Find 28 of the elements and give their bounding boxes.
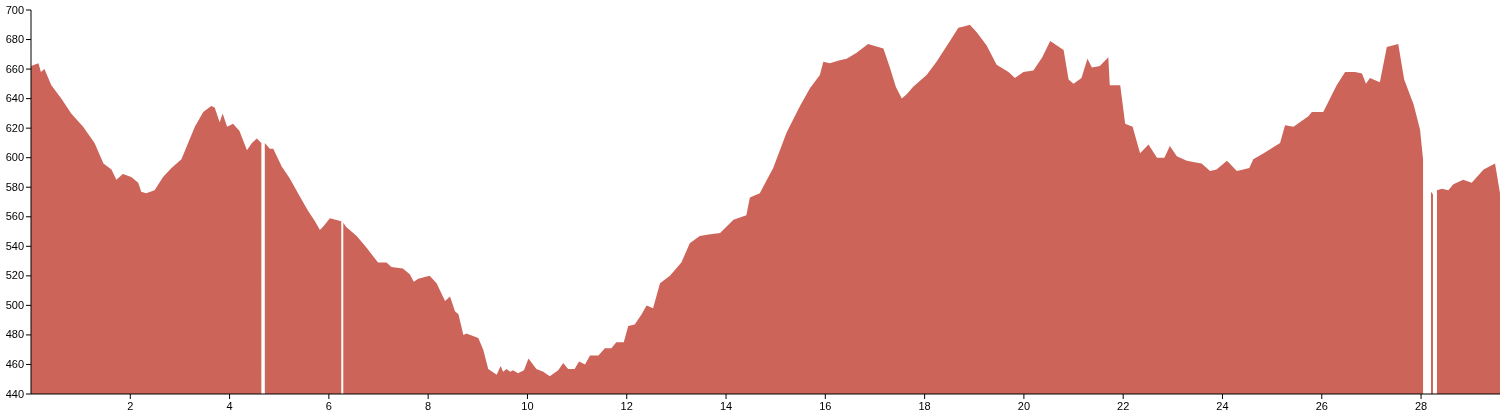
x-tick-label: 14 bbox=[719, 400, 733, 412]
x-tick-label: 20 bbox=[1017, 400, 1031, 412]
x-tick-label: 2 bbox=[127, 400, 134, 412]
y-tick-label: 600 bbox=[5, 151, 24, 164]
y-tick-label: 560 bbox=[5, 210, 24, 223]
x-tick-label: 10 bbox=[521, 400, 534, 412]
x-tick-label: 26 bbox=[1315, 400, 1328, 412]
x-tick-label: 8 bbox=[425, 400, 432, 412]
x-tick-label: 28 bbox=[1414, 400, 1428, 412]
x-tick-label: 18 bbox=[918, 400, 931, 412]
y-tick-label: 520 bbox=[5, 269, 24, 282]
x-tick-label: 16 bbox=[819, 400, 832, 412]
y-tick-label: 680 bbox=[5, 33, 24, 46]
y-tick-label: 640 bbox=[5, 92, 24, 105]
y-tick-label: 500 bbox=[5, 298, 24, 311]
y-tick-label: 440 bbox=[5, 387, 24, 400]
y-tick-label: 700 bbox=[5, 3, 24, 16]
y-tick-label: 620 bbox=[5, 121, 24, 134]
y-tick-label: 660 bbox=[5, 62, 24, 75]
x-tick-label: 4 bbox=[226, 400, 233, 412]
x-tick-label: 22 bbox=[1117, 400, 1130, 412]
x-tick-label: 6 bbox=[325, 400, 332, 412]
x-tick-label: 24 bbox=[1216, 400, 1229, 412]
y-tick-label: 460 bbox=[5, 357, 24, 370]
x-tick-label: 12 bbox=[620, 400, 633, 412]
y-tick-label: 540 bbox=[5, 239, 24, 252]
y-tick-label: 480 bbox=[5, 328, 24, 341]
y-tick-label: 580 bbox=[5, 180, 24, 193]
